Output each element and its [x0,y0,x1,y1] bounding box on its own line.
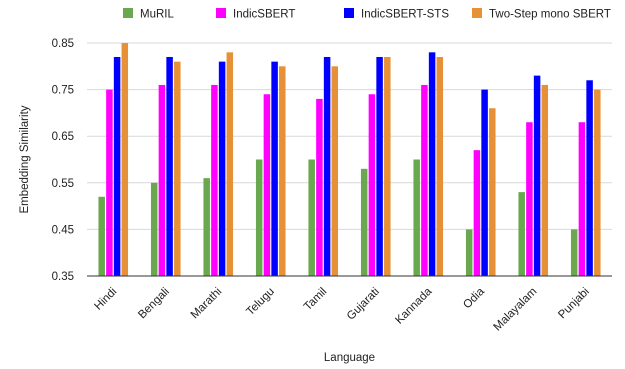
legend-swatch [123,8,133,18]
bar-indicsbert-sts-gujarati [376,56,383,277]
bar-two-step-mono-sbert-gujarati [384,56,391,277]
bar-indicsbert-sts-malayalam [533,75,541,277]
legend-swatch [216,8,226,18]
x-tick-label: Bengali [136,286,172,322]
bar-indicsbert-malayalam [526,122,533,276]
y-tick-label: 0.55 [52,178,74,190]
x-tick-label: Hindi [92,286,119,313]
legend-label: Two-Step mono SBERT [489,9,611,21]
bar-indicsbert-odia [473,150,481,276]
y-axis-ticks: 0.35 0.45 0.55 0.65 0.75 0.85 [52,38,74,283]
bar-two-step-mono-sbert-bengali [174,61,181,276]
bar-muril-malayalam [518,192,525,276]
bar-indicsbert-sts-marathi [218,61,226,276]
legend-label: IndicSBERT [233,9,295,21]
bar-two-step-mono-sbert-kannada [436,56,444,277]
bar-muril-gujarati [360,168,368,276]
x-tick-label: Punjabi [556,286,592,322]
x-tick-label: Gujarati [345,286,382,323]
bar-two-step-mono-sbert-marathi [226,52,234,276]
bar-muril-hindi [98,196,105,276]
bar-muril-tamil [308,159,315,276]
bar-indicsbert-sts-tamil [323,56,331,277]
bar-two-step-mono-sbert-hindi [121,43,129,276]
x-tick-label: Kannada [393,285,434,326]
bar-indicsbert-telugu [263,94,271,276]
bar-indicsbert-sts-kannada [428,52,436,276]
y-tick-label: 0.85 [52,38,74,50]
y-tick-label: 0.45 [52,224,74,236]
bar-muril-telugu [255,159,263,276]
bar-indicsbert-sts-telugu [271,61,278,276]
y-tick-label: 0.65 [52,131,74,143]
bar-indicsbert-hindi [106,89,113,276]
bar-two-step-mono-sbert-punjabi [594,89,601,276]
bar-indicsbert-sts-odia [481,89,488,276]
bar-indicsbert-gujarati [368,94,376,276]
bar-indicsbert-sts-punjabi [586,80,593,276]
legend-label: IndicSBERT-STS [361,9,449,21]
bar-two-step-mono-sbert-malayalam [541,84,549,276]
bar-muril-punjabi [570,229,578,276]
bar-series [98,43,601,277]
x-tick-label: Odia [461,285,487,311]
bar-two-step-mono-sbert-telugu [279,66,286,276]
bar-indicsbert-punjabi [578,122,586,276]
bar-indicsbert-sts-hindi [113,56,121,277]
y-axis-title: Embedding Similarity [19,105,31,213]
y-tick-label: 0.75 [52,85,74,97]
bar-indicsbert-tamil [316,98,323,276]
legend-swatch [344,8,354,18]
y-gridlines [87,42,612,277]
bar-muril-bengali [150,182,158,276]
chart-legend: MuRIL IndicSBERT IndicSBERT-STS Two-Step mo… [123,8,611,21]
legend-swatch [472,8,482,18]
x-tick-label: Marathi [189,286,225,322]
bar-two-step-mono-sbert-tamil [331,66,339,276]
x-tick-label: Telugu [244,286,276,318]
x-axis-ticks: Hindi Bengali Marathi Telugu Tamil Gujarati Ka… [92,285,592,333]
x-axis-title: Language [324,352,375,364]
y-tick-label: 0.35 [52,271,74,283]
bar-indicsbert-bengali [158,84,166,276]
bar-muril-kannada [413,159,420,276]
x-tick-label: Tamil [302,286,329,313]
legend-label: MuRIL [140,9,174,21]
bar-muril-odia [465,229,473,276]
bar-indicsbert-kannada [421,84,428,276]
bar-two-step-mono-sbert-odia [489,108,496,277]
bar-indicsbert-sts-bengali [166,56,173,277]
bar-indicsbert-marathi [211,84,218,276]
x-tick-label: Malayalam [492,286,540,334]
bar-muril-marathi [203,178,210,276]
